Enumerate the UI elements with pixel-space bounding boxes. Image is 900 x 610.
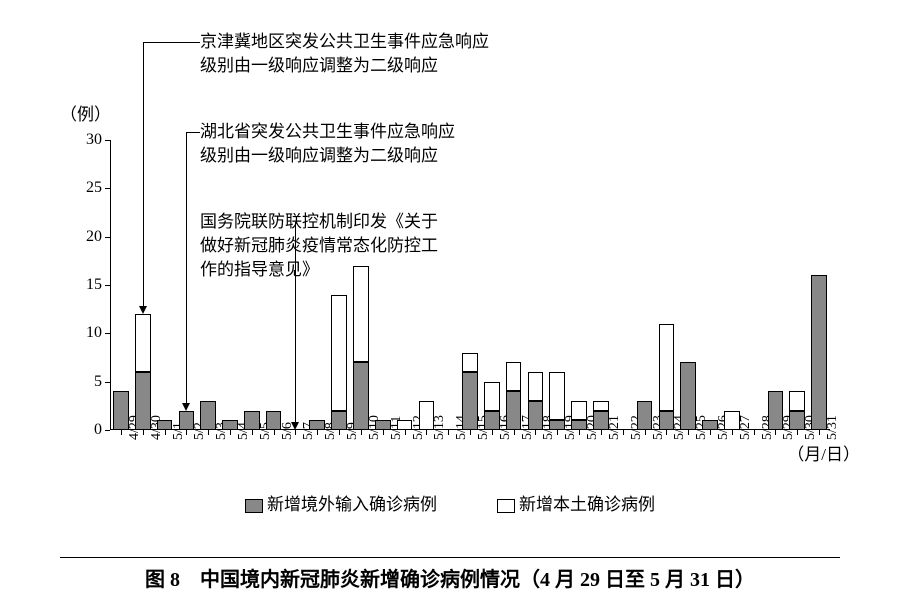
- xtick-label: 5/21: [607, 415, 623, 440]
- xtick-label: 5/27: [738, 415, 754, 440]
- bar-local: [528, 372, 544, 401]
- annotation-line: 国务院联防联控机制印发《关于: [200, 210, 438, 234]
- annotation-line: 级别由一级响应调整为二级响应: [200, 54, 489, 78]
- ytick-label: 5: [70, 373, 102, 391]
- bar-local: [549, 372, 565, 420]
- annotation-hubei: 湖北省突发公共卫生事件应急响应级别由一级响应调整为二级响应: [200, 120, 455, 168]
- bar-local: [331, 295, 347, 411]
- ytick-label: 0: [70, 421, 102, 439]
- chart-figure: （例） 0510152025304/294/305/15/25/35/45/55…: [0, 0, 900, 610]
- annotation-line: 湖北省突发公共卫生事件应急响应: [200, 120, 455, 144]
- x-axis-label: （月/日）: [787, 440, 860, 465]
- xtick-label: 5/31: [825, 415, 841, 440]
- bar-local: [593, 401, 609, 411]
- legend-label-local: 新增本土确诊病例: [519, 495, 655, 514]
- annotation-connector: [186, 132, 200, 133]
- legend-label-imported: 新增境外输入确诊病例: [267, 495, 437, 514]
- figure-caption: 图 8 中国境内新冠肺炎新增确诊病例情况（4 月 29 日至 5 月 31 日）: [0, 563, 900, 592]
- bar-local: [789, 391, 805, 410]
- ytick-label: 25: [70, 179, 102, 197]
- bar-local: [135, 314, 151, 372]
- annotation-line: 做好新冠肺炎疫情常态化防控工: [200, 234, 438, 258]
- annotation-arrow-line: [143, 42, 144, 306]
- plot-area: 0510152025304/294/305/15/25/35/45/55/65/…: [110, 140, 830, 430]
- xtick-label: 5/13: [432, 415, 448, 440]
- ytick-label: 15: [70, 276, 102, 294]
- ytick-label: 10: [70, 324, 102, 342]
- bar-imported: [811, 275, 827, 430]
- bar-local: [484, 382, 500, 411]
- arrow-down-icon: [291, 422, 299, 430]
- bar-local: [659, 324, 675, 411]
- annotation-guowuyuan: 国务院联防联控机制印发《关于做好新冠肺炎疫情常态化防控工作的指导意见》: [200, 210, 438, 281]
- annotation-arrow-line: [295, 222, 296, 422]
- legend-swatch-imported: [245, 499, 263, 513]
- annotation-arrow-line: [186, 132, 187, 403]
- ytick-label: 20: [70, 228, 102, 246]
- bar-local: [506, 362, 522, 391]
- y-axis: [110, 140, 111, 430]
- annotation-line: 作的指导意见》: [200, 258, 438, 282]
- arrow-down-icon: [182, 403, 190, 411]
- bar-local: [462, 353, 478, 372]
- y-axis-label: （例）: [60, 100, 111, 125]
- legend-swatch-local: [497, 499, 515, 513]
- annotation-jingjinji: 京津冀地区突发公共卫生事件应急响应级别由一级响应调整为二级响应: [200, 30, 489, 78]
- arrow-down-icon: [139, 306, 147, 314]
- annotation-line: 京津冀地区突发公共卫生事件应急响应: [200, 30, 489, 54]
- legend: 新增境外输入确诊病例 新增本土确诊病例: [0, 490, 900, 515]
- ytick-label: 30: [70, 131, 102, 149]
- annotation-line: 级别由一级响应调整为二级响应: [200, 144, 455, 168]
- caption-divider: [60, 557, 840, 558]
- annotation-connector: [143, 42, 200, 43]
